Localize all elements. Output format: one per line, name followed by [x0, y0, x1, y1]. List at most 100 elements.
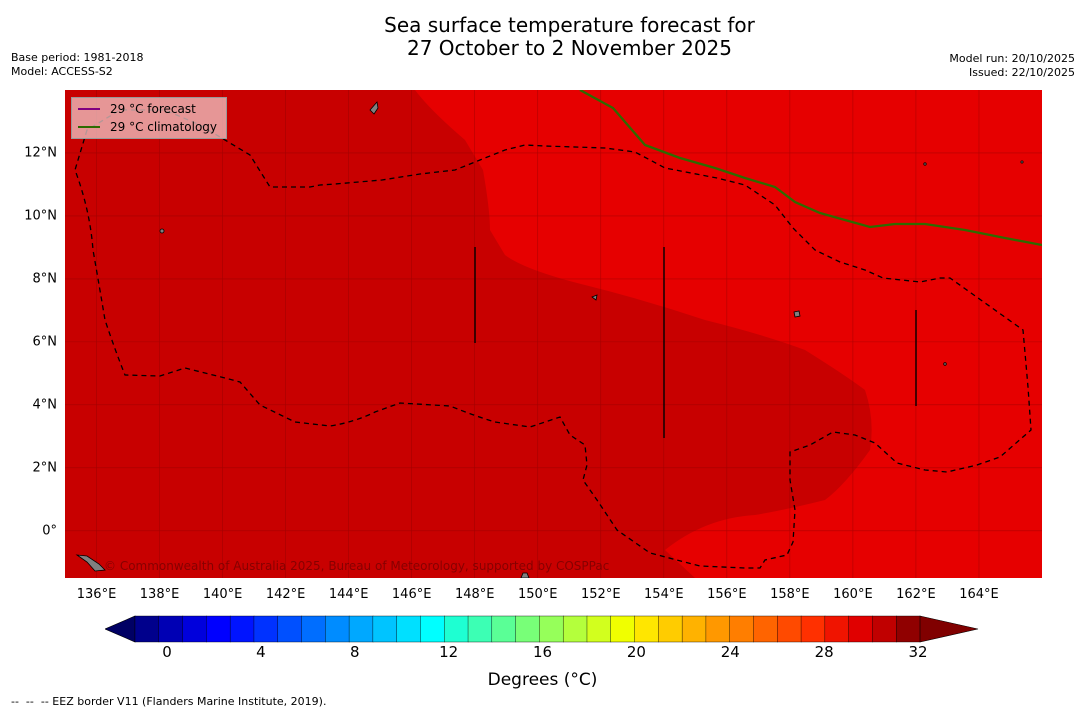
colorbar-segment [634, 615, 659, 643]
title-line-2: 27 October to 2 November 2025 [406, 36, 733, 60]
climatology-line-swatch [78, 126, 100, 128]
colorbar-segment [301, 615, 326, 643]
colorbar-under-arrow [105, 615, 136, 643]
base-period: Base period: 1981-2018 [11, 51, 144, 64]
colorbar-segment [491, 615, 517, 643]
colorbar-tick-label: 4 [256, 643, 266, 661]
colorbar-segment [348, 615, 374, 643]
model-run: Model run: 20/10/2025 [949, 52, 1075, 65]
x-tick-label: 156°E [707, 587, 747, 602]
island [75, 554, 106, 572]
y-tick-label: 10°N [24, 208, 57, 224]
colorbar-segment [586, 615, 612, 643]
colorbar-segment [705, 615, 731, 643]
colorbar-segment [800, 615, 826, 643]
colorbar-label: Degrees (°C) [487, 670, 598, 690]
colorbar [105, 615, 979, 643]
colorbar-segment [206, 615, 231, 643]
colorbar-segment [420, 615, 445, 643]
colorbar-tick-label: 28 [814, 643, 834, 661]
x-tick-label: 146°E [391, 587, 432, 602]
colorbar-tick-label: 8 [349, 643, 360, 661]
forecast-line-swatch [78, 108, 100, 110]
x-tick-label: 158°E [770, 587, 810, 602]
x-tick-label: 164°E [959, 587, 999, 602]
colorbar-segment [824, 615, 850, 643]
legend-climatology: 29 °C climatology [78, 119, 217, 135]
island [591, 294, 598, 301]
y-tick-label: 0° [42, 523, 57, 539]
colorbar-segment [444, 615, 469, 643]
map-legend: 29 °C forecast 29 °C climatology [71, 97, 227, 139]
x-tick-label: 160°E [833, 587, 873, 602]
y-tick-label: 4°N [32, 397, 58, 413]
title-line-1: Sea surface temperature forecast for [384, 13, 755, 37]
colorbar-segment [777, 615, 802, 643]
colorbar-segment [872, 615, 897, 643]
x-tick-label: 162°E [896, 587, 936, 602]
island [520, 572, 530, 578]
footer-note: -- -- -- EEZ border V11 (Flanders Marine… [11, 695, 327, 708]
colorbar-tick-label: 20 [626, 643, 646, 661]
colorbar-segment [467, 615, 493, 643]
colorbar-segment [896, 615, 921, 643]
x-tick-label: 148°E [454, 587, 495, 602]
meta-right: Model run: 20/10/2025 Issued: 22/10/2025 [949, 52, 1075, 80]
colorbar-segment [158, 615, 184, 643]
colorbar-segment [396, 615, 421, 643]
colorbar-over-arrow [919, 615, 979, 643]
x-tick-label: 140°E [202, 587, 243, 602]
colorbar-tick-label: 24 [720, 643, 740, 661]
chart-title: Sea surface temperature forecast for 27 … [0, 14, 1085, 60]
y-tick-label: 12°N [24, 145, 57, 161]
legend-forecast-label: 29 °C forecast [110, 102, 196, 116]
x-tick-label: 152°E [581, 587, 621, 602]
colorbar-segment [562, 615, 588, 643]
colorbar-segment [658, 615, 683, 643]
island [943, 362, 947, 366]
meta-left: Base period: 1981-2018 Model: ACCESS-S2 [11, 51, 143, 79]
vertical-markers [474, 247, 917, 438]
legend-climatology-label: 29 °C climatology [110, 120, 218, 134]
island [159, 228, 165, 234]
colorbar-segment [253, 615, 279, 643]
colorbar-segment [681, 615, 707, 643]
colorbar-tick-label: 12 [439, 643, 459, 661]
climatology-29c-line [579, 90, 1042, 247]
x-tick-label: 154°E [644, 587, 684, 602]
warm-region [65, 90, 872, 578]
colorbar-segment [610, 615, 636, 643]
island [923, 162, 927, 166]
issued-date: Issued: 22/10/2025 [968, 66, 1075, 79]
x-tick-label: 138°E [139, 587, 180, 602]
legend-forecast: 29 °C forecast [78, 101, 196, 117]
island [793, 310, 801, 318]
colorbar-segment [539, 615, 564, 643]
y-tick-label: 2°N [32, 460, 58, 476]
x-tick-label: 142°E [265, 587, 306, 602]
colorbar-segment [515, 615, 540, 643]
colorbar-tick-label: 32 [908, 643, 928, 661]
land-islands [75, 101, 1024, 578]
colorbar-tick-label: 0 [162, 643, 172, 661]
model-name: Model: ACCESS-S2 [11, 65, 113, 78]
colorbar-segment [729, 615, 754, 643]
x-tick-label: 150°E [517, 587, 558, 602]
sst-map [65, 90, 1042, 578]
colorbar-segment [372, 615, 398, 643]
x-tick-label: 136°E [76, 587, 117, 602]
colorbar-segment [229, 615, 255, 643]
colorbar-segment [753, 615, 778, 643]
colorbar-segment [182, 615, 207, 643]
x-tick-label: 144°E [328, 587, 369, 602]
colorbar-segment [848, 615, 873, 643]
island [369, 101, 379, 115]
colorbar-segment [277, 615, 303, 643]
copyright-text: © Commonwealth of Australia 2025, Bureau… [104, 559, 610, 573]
colorbar-segment [325, 615, 350, 643]
y-tick-label: 6°N [32, 334, 58, 350]
island [1020, 160, 1024, 164]
colorbar-tick-label: 16 [532, 643, 553, 661]
colorbar-segment [134, 615, 160, 643]
y-tick-label: 8°N [32, 271, 58, 287]
